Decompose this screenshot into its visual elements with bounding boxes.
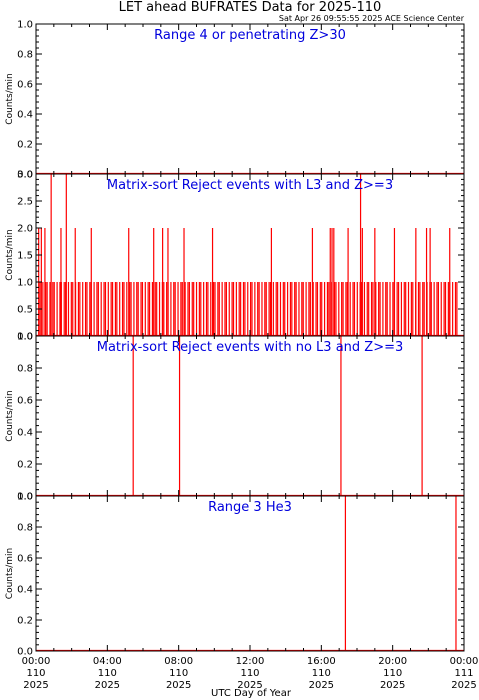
y-tick-label: 0.0	[17, 647, 33, 658]
y-tick-label: 0.8	[17, 523, 33, 534]
x-tick-label: 2025	[380, 680, 405, 691]
x-tick-label: 20:00	[378, 656, 407, 667]
y-tick-label: 0.2	[17, 616, 33, 627]
x-tick-label: 04:00	[93, 656, 122, 667]
x-tick-label: 2025	[309, 680, 334, 691]
y-tick-label: 0.8	[17, 364, 33, 375]
x-tick-label: 110	[312, 668, 331, 679]
x-tick-label: 2025	[451, 680, 476, 691]
y-tick-label: 0.2	[17, 460, 33, 471]
x-tick-label: 110	[26, 668, 45, 679]
y-tick-label: 0.4	[17, 428, 33, 439]
y-tick-label: 0.0	[17, 170, 33, 181]
x-tick-label: 110	[98, 668, 117, 679]
y-tick-label: 0.5	[17, 305, 33, 316]
panel-frame	[35, 23, 465, 175]
panel-label: Matrix-sort Reject events with L3 and Z>…	[107, 178, 393, 193]
x-tick-label: 00:00	[450, 656, 479, 667]
y-tick-label: 0.2	[17, 140, 33, 151]
y-tick-label: 0.6	[17, 396, 33, 407]
y-tick-label: 1.0	[17, 492, 33, 503]
y-axis-label: Counts/min	[5, 548, 15, 599]
x-tick-label: 110	[383, 668, 402, 679]
x-tick-label: 00:00	[22, 656, 51, 667]
panel-4: 0.0 0.2 0.4 0.6 0.8 1.0 Counts/min Range 3 He3	[5, 492, 465, 658]
panel-frame	[35, 335, 465, 497]
y-tick-label: 0.6	[17, 80, 33, 91]
x-tick-label: 2025	[166, 680, 191, 691]
x-tick-label: 2025	[237, 680, 262, 691]
y-axis-label: Counts/min	[5, 229, 15, 280]
x-tick-label: 12:00	[236, 656, 265, 667]
panel-label: Range 3 He3	[208, 500, 292, 515]
x-tick-label: 110	[169, 668, 188, 679]
panel-label: Range 4 or penetrating Z>30	[154, 28, 346, 43]
y-tick-label: 0.8	[17, 50, 33, 61]
panel-1: 0.0 0.2 0.4 0.6 0.8 1.0 Counts/min Range 4 or p…	[5, 20, 465, 181]
x-axis-label: UTC Day of Year	[211, 688, 292, 699]
y-axis-label: Counts/min	[5, 390, 15, 441]
x-tick-label: 08:00	[164, 656, 193, 667]
y-tick-label: 1.0	[17, 20, 33, 31]
timestamp: Sat Apr 26 09:55:55 2025 ACE Science Cen…	[279, 14, 465, 23]
x-tick-label: 111	[454, 668, 473, 679]
y-axis-label: Counts/min	[5, 73, 15, 124]
chart-title: LET ahead BUFRATES Data for 2025-110	[119, 0, 382, 15]
y-tick-label: 0.6	[17, 554, 33, 565]
panel-frame	[35, 495, 465, 652]
y-tick-label: 3.0	[17, 170, 33, 181]
y-tick-label: 0.0	[17, 332, 33, 343]
y-tick-label: 2.5	[17, 197, 33, 208]
panel-3: 0.0 0.2 0.4 0.6 0.8 1.0 Counts/min Matrix-sort …	[5, 332, 465, 503]
panel-label: Matrix-sort Reject events with no L3 and…	[97, 340, 404, 355]
x-tick-label: 110	[240, 668, 259, 679]
x-tick-label: 2025	[23, 680, 48, 691]
x-tick-label: 16:00	[307, 656, 336, 667]
y-tick-label: 1.0	[17, 332, 33, 343]
y-tick-label: 0.0	[17, 492, 33, 503]
x-axis: 00:00110202504:00110202508:00110202512:0…	[22, 656, 479, 691]
y-tick-label: 0.4	[17, 110, 33, 121]
y-tick-label: 1.0	[17, 278, 33, 289]
y-tick-label: 0.4	[17, 585, 33, 596]
y-tick-label: 2.0	[17, 224, 33, 235]
y-tick-label: 1.5	[17, 251, 33, 262]
panel-2: 0.0 0.5 1.0 1.5 2.0 2.5 3.0 Counts/min Matrix-so…	[5, 170, 465, 343]
x-tick-label: 2025	[95, 680, 120, 691]
